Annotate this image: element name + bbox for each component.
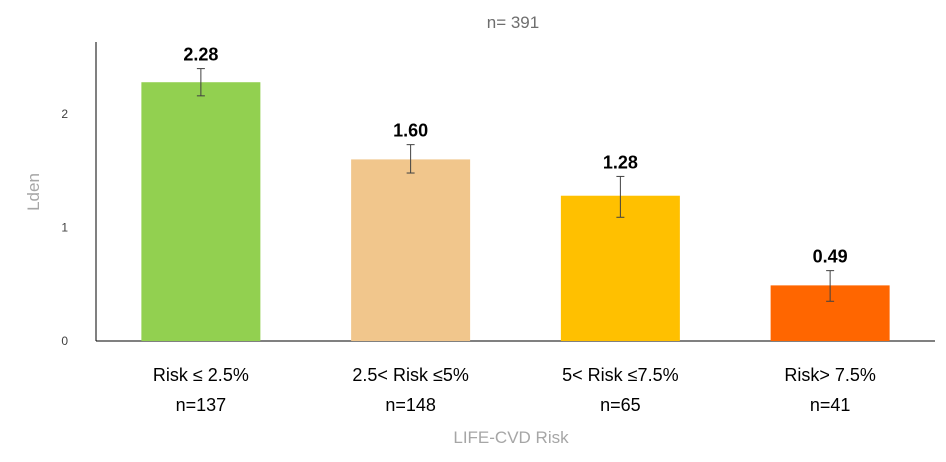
chart-title: n= 391 (487, 13, 539, 32)
x-tick-sublabel: n=41 (810, 395, 851, 415)
x-tick-sublabel: n=65 (600, 395, 641, 415)
x-tick-sublabel: n=148 (385, 395, 436, 415)
data-label: 0.49 (813, 247, 848, 267)
value-labels-group: 2.28 1.60 1.28 0.49 (183, 45, 847, 267)
error-bar (616, 175, 625, 218)
bar (351, 159, 471, 341)
y-tick-label: 2 (61, 107, 68, 121)
bar (560, 195, 680, 341)
data-label: 2.28 (183, 45, 218, 65)
error-bar (406, 144, 415, 174)
error-bars-group (196, 68, 835, 302)
x-tick-sublabel: n=137 (176, 395, 227, 415)
error-bar (196, 68, 205, 97)
y-tick-label: 1 (61, 221, 68, 235)
x-tick-label: 2.5< Risk ≤5% (352, 365, 468, 385)
x-tick-label: 5< Risk ≤7.5% (562, 365, 678, 385)
y-axis: 0 1 2 (61, 42, 97, 348)
bar (141, 82, 261, 341)
error-bar (826, 270, 835, 302)
category-labels-group: Risk ≤ 2.5% n=137 2.5< Risk ≤5% n=148 5< Ris… (153, 365, 876, 415)
bars-group (141, 82, 890, 341)
data-label: 1.28 (603, 152, 638, 172)
x-tick-label: Risk> 7.5% (784, 365, 876, 385)
data-label: 1.60 (393, 121, 428, 141)
x-tick-label: Risk ≤ 2.5% (153, 365, 249, 385)
x-axis-title: LIFE-CVD Risk (453, 428, 569, 447)
y-axis-title: Lden (24, 173, 43, 211)
y-tick-label: 0 (61, 334, 68, 348)
